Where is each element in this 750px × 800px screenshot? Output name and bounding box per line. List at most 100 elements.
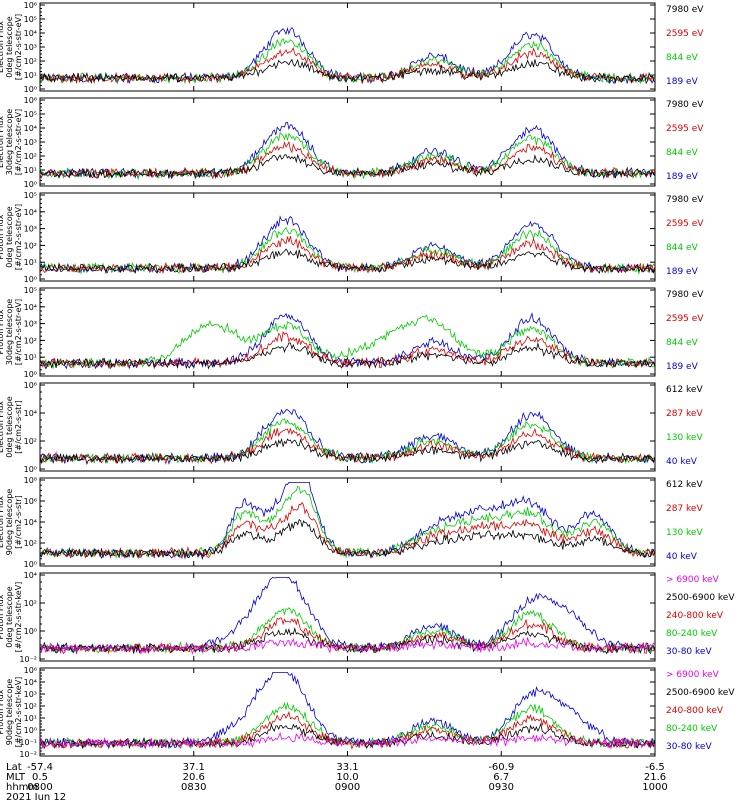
legend-entry: 2595 eV	[666, 29, 704, 39]
x-tick-lat: -57.4	[27, 762, 53, 773]
y-axis-label: Proton Flux	[0, 594, 5, 639]
legend-entry: 844 eV	[666, 148, 699, 158]
legend-entry: 240-800 keV	[666, 706, 724, 716]
x-tick-lat: -6.5	[645, 762, 665, 773]
y-axis-label: Proton Flux	[0, 309, 5, 354]
legend-entry: 189 eV	[666, 172, 699, 182]
series-trace	[40, 342, 655, 370]
y-axis-label: Electron Flux	[0, 21, 5, 73]
y-tick-label: 10⁴	[24, 518, 37, 527]
y-tick-label: 10⁸	[24, 476, 37, 485]
y-tick-label: 10²	[24, 599, 37, 608]
y-axis-label: [#/cm2-s-str-eV]	[14, 299, 23, 365]
x-tick-hhmm: 0930	[489, 782, 514, 793]
legend-entry: 189 eV	[666, 267, 699, 277]
legend-entry: 7980 eV	[666, 290, 704, 300]
legend-entry: 2595 eV	[666, 124, 704, 134]
x-tick-hhmm: 0830	[181, 782, 206, 793]
y-axis-label: [#/cm2-s-str]	[14, 495, 23, 548]
traces	[40, 26, 655, 85]
traces	[40, 481, 655, 561]
y-tick-label: 10³	[24, 43, 37, 52]
legend-entry: 130 keV	[666, 528, 703, 538]
y-tick-label: 10⁰	[24, 180, 37, 189]
y-axis-label: Electron Flux	[0, 116, 5, 168]
x-row-label-lat: Lat	[6, 762, 22, 773]
legend-entry: 130 keV	[666, 433, 703, 443]
y-tick-label: 10⁵	[24, 191, 37, 200]
x-tick-mlt: 10.0	[336, 772, 358, 783]
y-axis-label: 90deg telescope	[5, 489, 14, 556]
y-axis-label: [#/cm2-s-str-keV]	[14, 677, 23, 748]
panel-1: 10⁶10⁵10⁴10³10²10¹10⁰TEDElectron Flux0de…	[0, 1, 704, 94]
legend-entry: > 6900 keV	[666, 575, 720, 585]
legend-entry: 80-240 keV	[666, 724, 718, 734]
series-trace	[40, 518, 655, 561]
x-row-label-date: 2021 Jun 12	[6, 792, 66, 800]
x-tick-mlt: 0.5	[32, 772, 48, 783]
series-trace	[40, 330, 655, 370]
y-tick-label: 10⁴	[24, 29, 37, 38]
y-axis-label: 0deg telescope	[5, 206, 14, 267]
y-axis-label: Electron Flux	[0, 496, 5, 548]
y-tick-label: 10²	[24, 702, 37, 711]
y-axis-label: 90deg telescope	[5, 679, 14, 746]
series-trace	[40, 617, 655, 655]
y-tick-label: 10²	[24, 57, 37, 66]
series-trace	[40, 701, 655, 750]
y-tick-label: 10⁰	[24, 627, 37, 636]
y-tick-label: 10⁰	[24, 85, 37, 94]
series-trace	[40, 731, 655, 750]
y-tick-label: 10⁴	[24, 303, 37, 312]
traces	[40, 215, 655, 275]
y-tick-label: 10¹	[24, 258, 37, 267]
series-trace	[40, 46, 655, 85]
y-tick-label: 10¹	[24, 353, 37, 362]
y-tick-label: 10⁶	[24, 497, 37, 506]
series-trace	[40, 153, 655, 180]
legend-entry: 287 keV	[666, 504, 703, 514]
y-axis-label: Proton Flux	[0, 214, 5, 259]
y-tick-label: 10²	[24, 437, 37, 446]
y-axis-label: [#/cm2-s-str-eV]	[14, 14, 23, 80]
y-tick-label: 10³	[24, 225, 37, 234]
y-tick-label: 10²	[24, 336, 37, 345]
y-axis-label: [#/cm2-s-str-eV]	[14, 109, 23, 175]
x-tick-lat: 33.1	[336, 762, 358, 773]
y-axis-label: [#/cm2-s-str]	[14, 400, 23, 453]
y-axis-label: Proton Flux	[0, 689, 5, 734]
legend-entry: 844 eV	[666, 338, 699, 348]
y-tick-label: 10⁶	[24, 96, 37, 105]
y-tick-label: 10³	[24, 138, 37, 147]
y-axis-label: [#/cm2-s-str-keV]	[14, 582, 23, 653]
legend-entry: 189 eV	[666, 77, 699, 87]
y-tick-label: 10⁶	[24, 381, 37, 390]
traces	[40, 672, 655, 750]
legend-entry: 7980 eV	[666, 195, 704, 205]
y-tick-label: 10⁴	[24, 124, 37, 133]
legend-entry: 612 keV	[666, 385, 703, 395]
legend-entry: 80-240 keV	[666, 629, 718, 639]
legend-entry: > 6900 keV	[666, 670, 720, 680]
y-tick-label: 10⁶	[24, 1, 37, 10]
legend-entry: 612 keV	[666, 480, 703, 490]
y-tick-label: 10⁻¹	[19, 738, 37, 747]
y-tick-label: 10¹	[24, 714, 37, 723]
series-trace	[40, 636, 655, 656]
y-tick-label: 10⁵	[24, 15, 37, 24]
x-tick-lat: 37.1	[183, 762, 205, 773]
y-axis-label: Electron Flux	[0, 401, 5, 453]
y-tick-label: 10¹	[24, 166, 37, 175]
legend-entry: 30-80 keV	[666, 647, 712, 657]
y-tick-label: 10⁴	[24, 571, 37, 580]
series-trace	[40, 710, 655, 750]
y-axis-label: 0deg telescope	[5, 586, 14, 647]
series-trace	[40, 437, 655, 466]
traces	[40, 576, 655, 656]
x-tick-hhmm: 1000	[642, 782, 667, 793]
y-tick-label: 10⁵	[24, 286, 37, 295]
